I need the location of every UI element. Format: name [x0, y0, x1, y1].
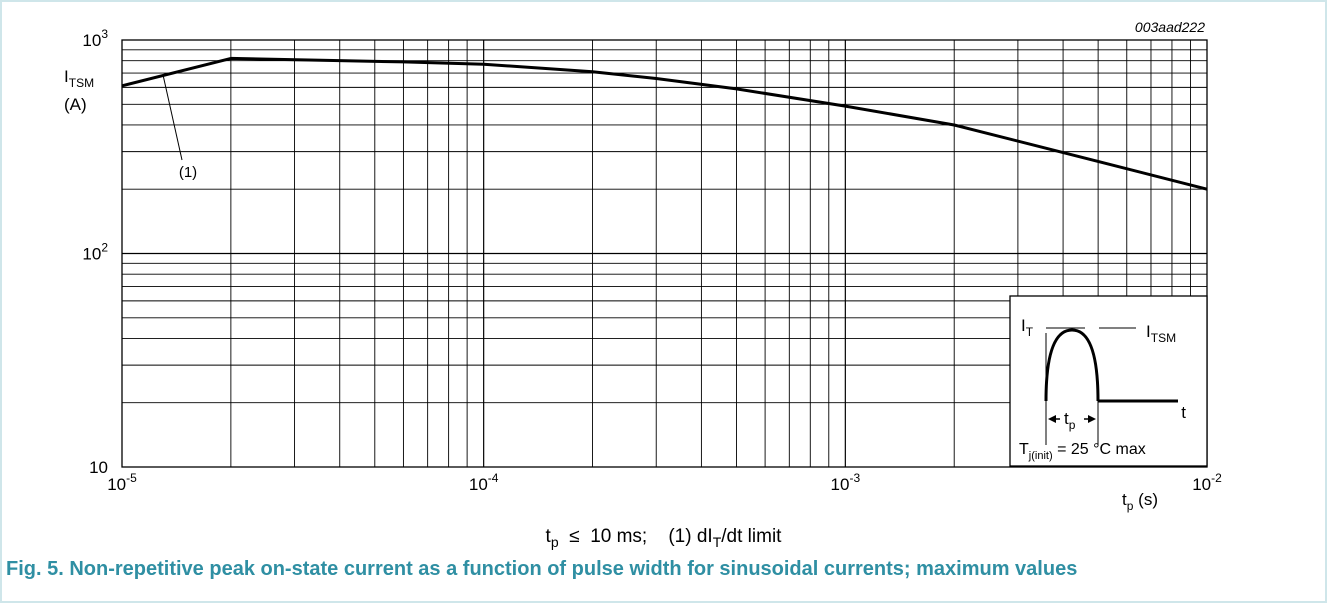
leq-symbol: ≤ — [569, 526, 580, 547]
figure-caption: Fig. 5. Non-repetitive peak on-state cur… — [6, 558, 1078, 580]
tp-value: 10 ms; — [590, 526, 648, 547]
condition-line: tp ≤ 10 ms; (1) dIT/dt limit — [0, 526, 1327, 550]
series-label: (1) — [179, 164, 197, 181]
tp-sub: p — [550, 533, 559, 550]
series-leader-line — [162, 75, 183, 161]
tp-symbol: t — [545, 526, 551, 547]
inset-arrowhead-right — [1088, 415, 1096, 423]
x-tick-label: 10-4 — [469, 471, 499, 494]
y-tick-label: 10 — [89, 458, 108, 477]
y-tick-label: 102 — [82, 241, 108, 264]
note-prefix: (1) dI — [668, 526, 713, 547]
y-tick-label: 103 — [82, 27, 108, 50]
note-suffix: /dt limit — [721, 526, 782, 547]
plot-frame — [121, 39, 1208, 468]
series-line — [121, 56, 1208, 191]
x-tick-label: 10-5 — [107, 471, 137, 494]
x-axis-label: tp (s) — [1122, 490, 1158, 513]
inset-pulse — [1044, 328, 1100, 402]
inset-box — [1009, 295, 1208, 467]
y-axis-label: ITSM — [64, 67, 94, 90]
x-tick-label: 10-3 — [831, 471, 861, 494]
inset-itsm-label: ITSM — [1146, 322, 1176, 345]
x-tick-label: 10-2 — [1192, 471, 1222, 494]
inset-tp-label: tp — [1064, 409, 1076, 432]
y-axis-unit: (A) — [64, 95, 87, 114]
inset-t-label: t — [1181, 403, 1186, 422]
note-sub: T — [712, 533, 722, 550]
inset-arrowhead-left — [1048, 415, 1056, 423]
figure-id: 003aad222 — [1135, 19, 1205, 35]
inset-it-label: IT — [1021, 316, 1034, 339]
inset-tj-label: Tj(init) = 25 °C max — [1019, 441, 1146, 462]
